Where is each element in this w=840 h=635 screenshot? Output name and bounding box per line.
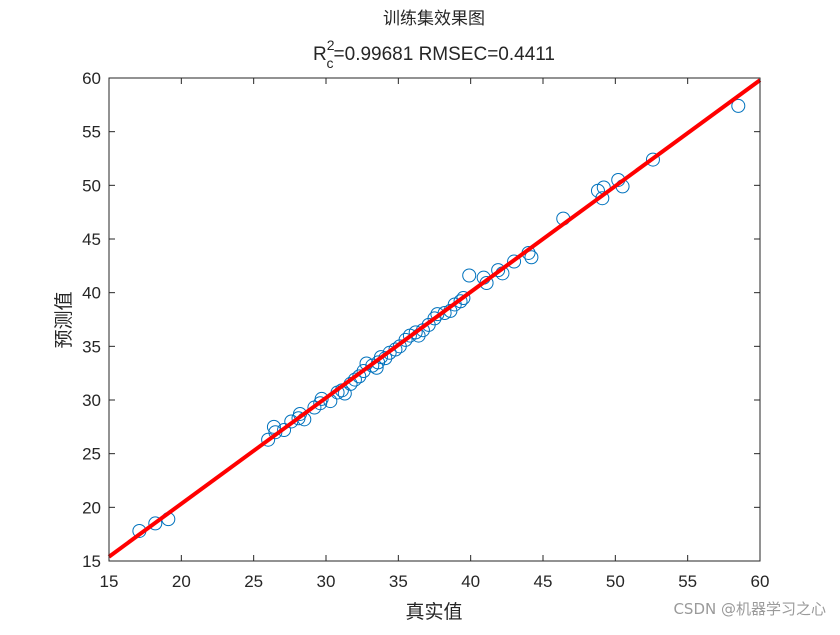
point — [437, 306, 452, 321]
y-tick-label: 40 — [82, 284, 101, 303]
y-tick-label: 20 — [82, 498, 101, 517]
x-axis-label: 真实值 — [405, 601, 462, 623]
point — [430, 307, 445, 322]
point — [261, 432, 276, 447]
x-tick-label: 25 — [244, 572, 263, 591]
point — [277, 423, 292, 438]
x-tick-label: 55 — [678, 572, 697, 591]
y-tick-label: 60 — [82, 69, 101, 88]
y-tick-label: 30 — [82, 391, 101, 410]
x-tick-label: 60 — [751, 572, 770, 591]
plot-frame — [108, 77, 761, 562]
chart-title: 训练集效果图 — [383, 9, 485, 29]
fit-line — [107, 78, 762, 559]
x-tick-label: 30 — [317, 572, 336, 591]
y-tick-label: 15 — [82, 552, 101, 571]
y-tick-label: 25 — [82, 445, 101, 464]
point — [462, 268, 477, 283]
x-tick-label: 15 — [100, 572, 119, 591]
point — [398, 332, 413, 347]
point — [491, 263, 506, 278]
point — [148, 516, 163, 531]
point — [453, 294, 468, 309]
point — [356, 364, 371, 379]
x-tick-label: 40 — [461, 572, 480, 591]
y-tick-label: 55 — [82, 123, 101, 142]
y-tick-label: 50 — [82, 176, 101, 195]
point — [507, 254, 522, 269]
point — [314, 391, 329, 406]
point — [456, 291, 471, 306]
x-tick-label: 35 — [389, 572, 408, 591]
x-tick-label: 50 — [606, 572, 625, 591]
watermark: CSDN @机器学习之心 — [673, 600, 826, 618]
point — [731, 98, 746, 113]
point — [645, 152, 660, 167]
subtitle-sup: 2 — [327, 37, 335, 53]
y-tick-label: 35 — [82, 337, 101, 356]
chart-subtitle: R2 c=0.99681 RMSEC=0.4411 — [313, 37, 555, 71]
x-tick-label: 45 — [534, 572, 553, 591]
y-tick-label: 45 — [82, 230, 101, 249]
x-tick-label: 20 — [172, 572, 191, 591]
point — [524, 250, 539, 265]
point — [266, 419, 281, 434]
point — [408, 325, 423, 340]
subtitle-rest: =0.99681 RMSEC=0.4411 — [334, 44, 555, 65]
y-axis-label: 预测值 — [53, 291, 75, 348]
subtitle-base: R — [313, 44, 327, 65]
subtitle-sub: c — [327, 55, 334, 71]
